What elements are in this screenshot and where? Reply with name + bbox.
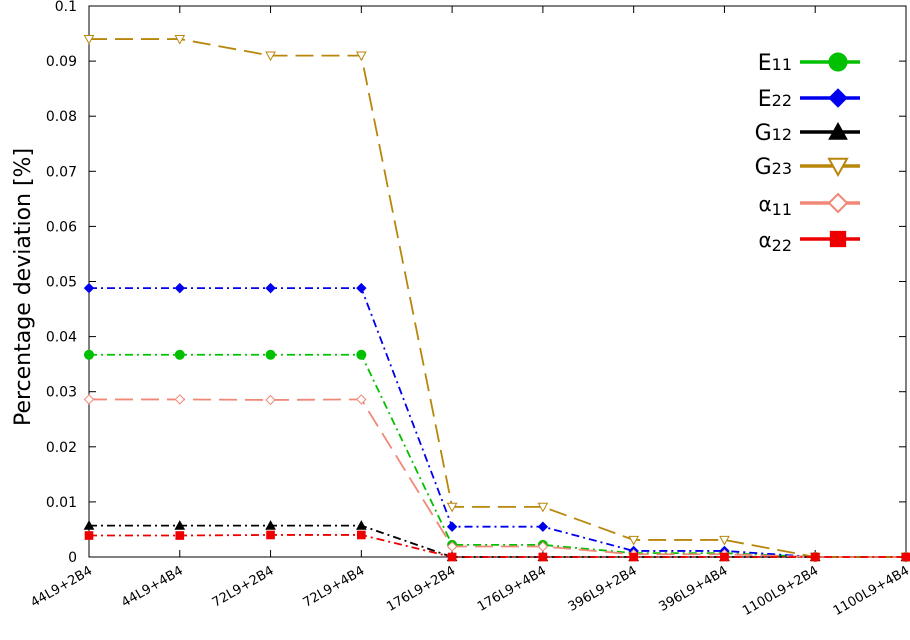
legend-item: α22: [758, 228, 860, 255]
y-tick-label: 0.02: [46, 440, 77, 456]
y-tick-label: 0.06: [46, 219, 77, 235]
legend-item: G12: [755, 121, 860, 146]
data-point: [629, 552, 638, 562]
data-point: [265, 282, 276, 294]
legend-item: E22: [758, 87, 860, 112]
data-point: [83, 282, 95, 294]
legend-marker: [827, 192, 849, 214]
legend-label: G23: [755, 155, 792, 180]
data-point: [84, 531, 94, 540]
x-tick-label: 44L9+4B4: [119, 563, 186, 610]
legend-label: E22: [758, 87, 792, 112]
legend-label: E11: [758, 51, 792, 76]
y-tick-label: 0.04: [46, 330, 77, 346]
data-point: [537, 521, 549, 532]
data-point: [84, 349, 94, 360]
data-point: [265, 520, 276, 530]
plot-frame: [88, 5, 907, 558]
data-point: [357, 530, 366, 540]
series-3: [83, 34, 910, 563]
data-point: [720, 552, 729, 562]
x-tick-label: 396L9+4B4: [657, 563, 731, 614]
y-tick-label: 0.07: [46, 164, 77, 180]
data-point: [537, 502, 549, 513]
x-tick-label: 72L9+4B4: [301, 563, 368, 610]
legend-marker: [827, 157, 849, 178]
data-point: [83, 394, 95, 405]
legend-marker: [828, 88, 848, 108]
data-point: [174, 282, 185, 294]
data-point: [355, 51, 367, 62]
series-1: [83, 282, 910, 563]
x-tick-label: 44L9+2B4: [28, 563, 95, 610]
data-point: [356, 282, 367, 294]
data-point: [719, 535, 730, 546]
y-axis-label: Percentage deviation [%]: [11, 148, 36, 426]
data-point: [628, 535, 640, 546]
data-point: [83, 34, 95, 45]
data-point: [447, 552, 457, 562]
data-point: [174, 34, 186, 45]
legend-label: G12: [755, 121, 792, 146]
data-point: [174, 520, 186, 530]
x-tick-label: 1100L9+4B4: [831, 563, 910, 618]
x-tick-label: 176L9+2B4: [384, 563, 458, 614]
data-point: [83, 520, 95, 530]
y-tick-label: 0: [68, 550, 77, 566]
data-point: [446, 541, 458, 552]
data-point: [810, 552, 820, 562]
series-line: [89, 353, 906, 558]
y-tick-label: 0.01: [46, 495, 77, 511]
y-tick-labels: 0 0.01 0.02 0.03 0.04 0.05 0.06 0.07 0.08 0.09 0.1: [46, 0, 77, 566]
data-point: [174, 349, 185, 360]
series-line: [89, 38, 906, 558]
data-point: [265, 394, 276, 406]
data-point: [265, 51, 276, 62]
data-point: [446, 502, 458, 513]
legend-item: G23: [755, 155, 860, 180]
plot-axes: [88, 5, 907, 558]
y-tick-label: 0.08: [46, 109, 77, 125]
x-tick-label: 396L9+2B4: [566, 563, 640, 614]
legend: E11 E22 G12 G23 α11 α22: [755, 51, 860, 255]
series-line: [89, 398, 906, 558]
data-point: [174, 394, 185, 405]
series-4: [83, 394, 910, 563]
data-point: [356, 394, 367, 405]
x-tick-label: 1100L9+2B4: [740, 563, 821, 618]
y-tick-label: 0.1: [55, 0, 77, 15]
data-point: [265, 349, 276, 360]
data-point: [538, 552, 548, 562]
series-line: [89, 534, 906, 558]
data-point: [446, 521, 458, 532]
data-point: [537, 541, 549, 552]
y-tick-label: 0.05: [46, 275, 77, 291]
data-point: [356, 349, 367, 360]
x-tick-label: 176L9+4B4: [475, 563, 549, 614]
legend-item: α11: [758, 192, 860, 219]
y-tick-label: 0.09: [46, 54, 77, 70]
legend-label: α11: [758, 192, 792, 219]
legend-marker: [828, 121, 848, 140]
legend-marker: [828, 52, 848, 72]
y-tick-label: 0.03: [46, 385, 77, 401]
legend-item: E11: [758, 51, 860, 76]
series-line: [89, 524, 906, 558]
x-tick-label: 72L9+2B4: [210, 563, 277, 610]
data-point: [266, 530, 275, 540]
legend-marker: [829, 230, 847, 248]
series-5: [84, 530, 910, 562]
data-point: [901, 552, 910, 562]
legend-label: α22: [758, 228, 792, 255]
x-tick-labels: 44L9+2B4 44L9+4B4 72L9+2B4 72L9+4B4 176L9+2B…: [28, 563, 910, 618]
data-point: [355, 520, 367, 530]
series-0: [84, 349, 910, 562]
series-layer: [83, 34, 910, 563]
series-line: [89, 287, 906, 558]
data-point: [175, 531, 185, 540]
